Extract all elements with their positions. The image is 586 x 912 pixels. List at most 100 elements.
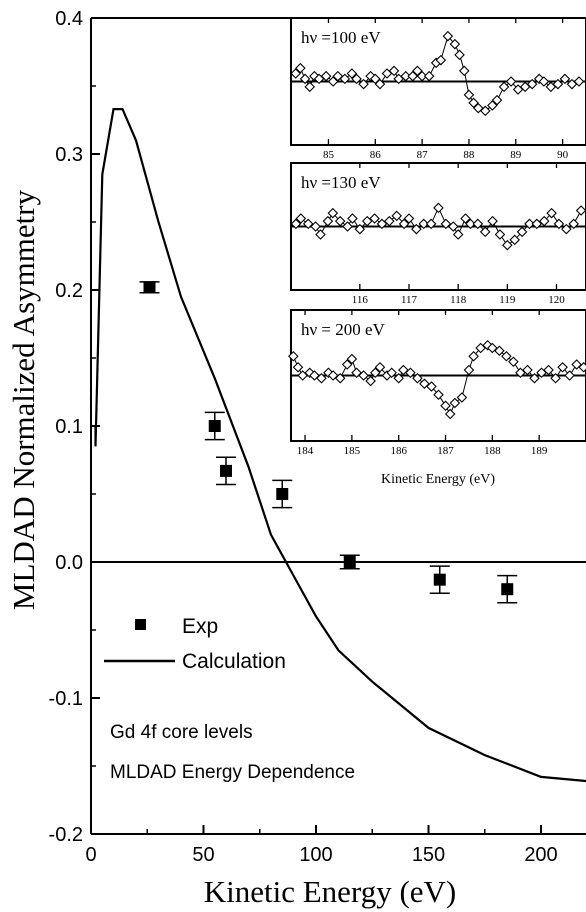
inset-x-tick-label: 89 (510, 149, 522, 161)
inset-diamond-marker (449, 397, 461, 409)
inset-diamond-marker (460, 213, 471, 224)
inset-diamond-marker (416, 70, 428, 82)
inset-diamond-marker (468, 350, 479, 362)
inset-x-tick-label: 90 (557, 149, 569, 161)
inset-diamond-marker (533, 73, 545, 85)
inset-diamond-marker (463, 89, 475, 101)
inset-energy-label: hν = 200 eV (301, 320, 386, 339)
inset-diamond-marker (358, 78, 369, 90)
inset-diamond-marker (412, 372, 423, 384)
exp-marker (276, 488, 289, 500)
inset-diamond-marker (405, 367, 416, 379)
inset-diamond-marker (309, 370, 320, 381)
inset-diamond-marker (388, 65, 400, 77)
inset-diamond-marker (322, 215, 334, 227)
y-tick-label: 0.4 (55, 8, 83, 30)
y-tick-label: -0.1 (49, 688, 83, 710)
inset-diamond-marker (524, 218, 535, 230)
inset-diamond-marker (575, 205, 586, 216)
inset-diamond-marker (487, 215, 498, 227)
inset-diamond-marker (304, 81, 316, 93)
legend-exp-label: Exp (182, 615, 218, 638)
inset-diamond-marker (440, 218, 452, 230)
inset-panel: 184 185 186 187 188 189 hν = 200 eV (288, 309, 586, 457)
x-tick-label: 150 (412, 844, 445, 866)
inset-diamond-marker (369, 213, 380, 224)
exp-marker (220, 464, 232, 477)
inset-diamond-marker (509, 234, 520, 246)
exp-marker (433, 573, 446, 586)
annotation-core-levels: Gd 4f core levels (110, 722, 253, 743)
inset-diamond-marker (553, 218, 565, 230)
inset-diamond-marker (398, 218, 410, 230)
insets-group: 85 86 87 88 89 90 hν =100 eV 116 117 118 119 120 hν … (288, 17, 586, 457)
y-axis-title: MLDAD Normalized Asymmetry (6, 189, 41, 610)
inset-diamond-marker (358, 370, 369, 381)
inset-diamond-marker (452, 229, 464, 240)
inset-diamond-marker (442, 30, 454, 42)
inset-diamond-marker (316, 372, 327, 384)
inset-diamond-marker (456, 392, 468, 403)
inset-x-tick-label: 87 (417, 149, 429, 161)
inset-diamond-marker (292, 361, 304, 373)
inset-diamond-marker (400, 70, 411, 82)
inset-diamond-marker (559, 73, 571, 85)
inset-diamond-marker (334, 372, 346, 384)
inset-diamond-marker (361, 215, 373, 227)
inset-diamond-marker (423, 70, 435, 82)
inset-diamond-marker (346, 353, 358, 365)
exp-marker (501, 583, 514, 596)
y-tick-label: 0.0 (55, 552, 83, 574)
exp-point (272, 479, 293, 509)
inset-x-tick-label: 187 (437, 445, 454, 457)
inset-panel: 116 117 118 119 120 hν =130 eV (290, 162, 586, 306)
inset-diamond-marker (447, 221, 459, 232)
x-tick-label: 200 (524, 844, 557, 866)
inset-energy-label: hν =100 eV (301, 28, 381, 47)
inset-diamond-marker (384, 215, 395, 227)
inset-x-tick-label: 119 (499, 294, 516, 306)
inset-diamond-marker (334, 215, 346, 227)
inset-diamond-marker (351, 73, 362, 85)
inset-diamond-marker (508, 356, 519, 368)
inset-diamond-marker (374, 78, 386, 90)
inset-diamond-marker (310, 221, 321, 232)
inset-diamond-marker (531, 218, 543, 230)
y-tick-label: -0.2 (49, 824, 83, 846)
inset-diamond-marker (327, 76, 339, 87)
inset-diamond-marker (290, 68, 301, 79)
inset-diamond-marker (403, 213, 415, 224)
exp-point (429, 565, 450, 595)
inset-energy-label: hν =130 eV (301, 173, 381, 192)
inset-x-tick-label: 117 (401, 294, 418, 306)
legend: Exp Calculation (104, 615, 286, 673)
legend-calc-label: Calculation (182, 650, 286, 673)
inset-diamond-marker (315, 229, 326, 240)
inset-diamond-marker (571, 359, 582, 370)
inset-diamond-marker (342, 221, 353, 232)
inset-diamond-marker (370, 367, 381, 379)
inset-diamond-marker (426, 381, 437, 392)
inset-diamond-marker (309, 70, 320, 82)
inset-diamond-marker (435, 54, 447, 66)
inset-diamond-marker (440, 400, 451, 412)
inset-diamond-marker (412, 65, 423, 77)
inset-diamond-marker (299, 73, 311, 85)
legend-exp-marker (135, 619, 146, 630)
inset-diamond-marker (302, 218, 314, 230)
inset-x-tick-label: 184 (297, 445, 314, 457)
inset-x-tick-label: 118 (450, 294, 467, 306)
inset-x-tick-label: 86 (370, 149, 382, 161)
inset-diamond-marker (502, 239, 513, 251)
inset-diamond-marker (288, 350, 299, 362)
y-tick-label: 0.3 (55, 144, 83, 166)
inset-diamond-marker (393, 372, 404, 384)
y-tick-label: 0.2 (55, 280, 83, 302)
inset-x-tick-label: 85 (323, 149, 335, 161)
inset-diamond-marker (374, 361, 386, 373)
exp-marker (208, 420, 221, 432)
annotation-energy-dependence: MLDAD Energy Dependence (110, 762, 355, 783)
inset-diamond-marker (376, 218, 388, 230)
inset-diamond-marker (295, 62, 306, 74)
exp-point (339, 554, 360, 570)
